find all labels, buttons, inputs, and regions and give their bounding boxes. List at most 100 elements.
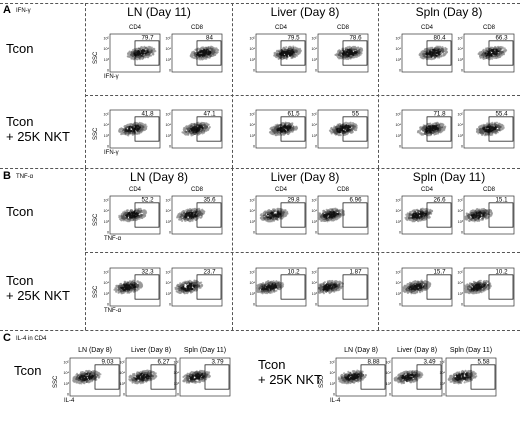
event-cloud (118, 207, 148, 223)
panel_b-subhead: CD8 (482, 187, 495, 193)
y-tick-label: 10³ (312, 58, 318, 62)
y-tick-label: 0 (177, 393, 179, 397)
y-tick-label: 10⁵ (166, 37, 172, 41)
gate-percentage: 6.96 (349, 196, 362, 203)
panel-c-head: Liver (Day 8) (396, 347, 438, 354)
y-tick-label: 10⁴ (385, 371, 391, 375)
panel_a-plot-r1-c4: 10⁵ 10⁴ 10³ 0 78.6 (311, 33, 369, 73)
event-cloud (182, 369, 211, 384)
y-tick-label: 0 (399, 231, 401, 235)
panel-c-head: LN (Day 8) (78, 347, 112, 354)
gate-box (426, 202, 452, 228)
panel_a-subhead: CD8 (190, 25, 203, 31)
y-tick-label: 0 (399, 145, 401, 149)
event-cloud (189, 45, 220, 61)
y-tick-label: 10³ (396, 134, 402, 138)
panel-a-row2-label-2: + 25K NKT (6, 129, 70, 144)
y-tick-label: 10³ (166, 220, 172, 224)
plot-frame (125, 357, 177, 397)
event-cloud (176, 207, 206, 223)
panel-b-row2-label-2: + 25K NKT (6, 288, 70, 303)
plot-frame (401, 267, 453, 307)
y-tick-label: 10⁵ (312, 113, 318, 117)
plot-frame (463, 195, 515, 235)
y-tick-label: 10³ (250, 58, 256, 62)
plot-frame (255, 109, 307, 149)
event-cloud (268, 121, 299, 137)
panel_a-plot-r1-c5: 10⁵ 10⁴ 10³ 0 80.4 (395, 33, 453, 73)
y-tick-label: 10³ (396, 292, 402, 296)
y-tick-label: 10⁴ (395, 209, 401, 213)
panel_a-subhead: CD4 (128, 25, 141, 31)
gate-percentage: 47.1 (203, 110, 216, 117)
y-tick-label: 0 (399, 69, 401, 73)
plot-frame (109, 267, 161, 307)
panel_a-plot-r2-c5: 10⁵ 10⁴ 10³ 0 71.8 (395, 109, 453, 149)
panel_b-plot-r1-c3: 10⁵ 10⁴ 10³ 0 29.8 (249, 195, 307, 235)
plot-frame (317, 33, 369, 73)
y-tick-label: 10³ (458, 292, 464, 296)
y-tick-label: 10³ (120, 382, 126, 386)
panel_a-plot-r2-c3: 10⁵ 10⁴ 10³ 0 61.5 (249, 109, 307, 149)
panel_b-plot-r2-c3: 10⁵ 10⁴ 10³ 0 10.2 (249, 267, 307, 307)
y-tick-label: 10⁵ (250, 37, 256, 41)
y-tick-label: 10⁴ (249, 123, 255, 127)
gate-percentage: 80.4 (433, 34, 446, 41)
y-tick-label: 10⁴ (457, 47, 463, 51)
y-tick-label: 0 (253, 231, 255, 235)
plot-frame (463, 33, 515, 73)
y-tick-label: 10⁴ (165, 209, 171, 213)
gate-percentage: 26.6 (433, 196, 446, 203)
panel_a-subhead: CD4 (420, 25, 433, 31)
divider-b-rows (85, 252, 520, 253)
divider-a-v1 (85, 3, 86, 168)
panel_b-plot-r2-c2: 10⁵ 10⁴ 10³ 0 23.7 (165, 267, 223, 307)
event-cloud (404, 207, 434, 223)
gate-percentage: 55.4 (495, 110, 508, 117)
panel-c-plot-g1-3: 10⁵ 10⁴ 10³ 0 3.79 (173, 357, 231, 397)
y-tick-label: 0 (389, 393, 391, 397)
event-cloud (328, 121, 358, 137)
panel_a-plot-r2-c4: 10⁵ 10⁴ 10³ 0 55 (311, 109, 369, 149)
panel-c-xlabel: IL-4 (64, 398, 75, 404)
y-tick-label: 10⁵ (312, 199, 318, 203)
panel-c-group1-label: Tcon (14, 363, 42, 378)
panel-c-plot-g1-1: 10⁵ 10⁴ 10³ 0 9.03 (63, 357, 121, 397)
y-tick-label: 10⁴ (249, 47, 255, 51)
divider-a-v2 (232, 3, 233, 168)
gate-box (94, 364, 120, 390)
y-tick-label: 10⁵ (250, 271, 256, 275)
gate-percentage: 55 (352, 110, 359, 117)
plot-frame (463, 109, 515, 149)
panel_b-ylabel: SSC (93, 285, 99, 298)
gate-box (426, 274, 452, 300)
y-tick-label: 10³ (440, 382, 446, 386)
event-cloud (181, 121, 211, 137)
y-tick-label: 10³ (166, 58, 172, 62)
y-tick-label: 10³ (458, 134, 464, 138)
y-tick-label: 10⁴ (457, 209, 463, 213)
plot-frame (171, 267, 223, 307)
y-tick-label: 10⁴ (457, 281, 463, 285)
panel_a-plot-r1-c6: 10⁵ 10⁴ 10³ 0 66.3 (457, 33, 515, 73)
y-tick-label: 10⁵ (396, 37, 402, 41)
panel-c-subtitle: IL-4 in CD4 (16, 336, 47, 342)
plot-frame (179, 357, 231, 397)
y-tick-label: 10⁵ (312, 271, 318, 275)
y-tick-label: 0 (253, 303, 255, 307)
y-tick-label: 10³ (104, 58, 110, 62)
gate-box (342, 116, 368, 142)
plot-frame (445, 357, 497, 397)
gate-percentage: 29.8 (287, 196, 300, 203)
y-tick-label: 10⁵ (250, 199, 256, 203)
panel_b-plot-r1-c4: 10⁵ 10⁴ 10³ 0 6.96 (311, 195, 369, 235)
y-tick-label: 0 (333, 393, 335, 397)
panel_b-subhead: CD8 (190, 187, 203, 193)
event-cloud (418, 45, 448, 61)
event-cloud (463, 279, 492, 295)
panel-c-head: Spln (Day 11) (449, 347, 493, 354)
y-tick-label: 0 (107, 231, 109, 235)
event-cloud (334, 45, 364, 61)
gate-box (134, 202, 160, 228)
y-tick-label: 0 (443, 393, 445, 397)
